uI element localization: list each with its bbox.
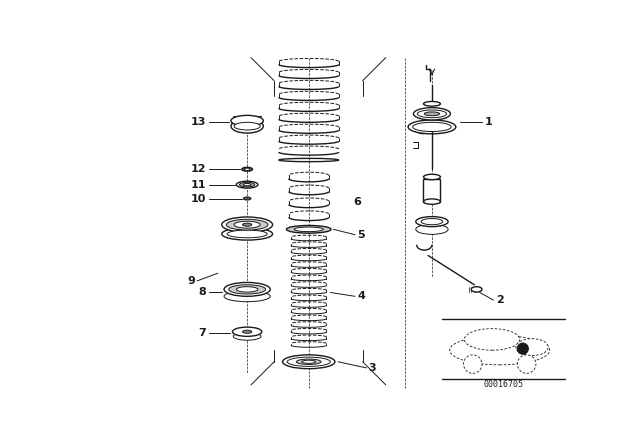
Ellipse shape	[227, 220, 268, 230]
Text: 1: 1	[484, 116, 492, 126]
Ellipse shape	[424, 112, 440, 116]
Ellipse shape	[287, 225, 331, 233]
Ellipse shape	[232, 327, 262, 336]
Ellipse shape	[279, 159, 339, 162]
Ellipse shape	[450, 336, 550, 365]
Ellipse shape	[231, 119, 263, 133]
Text: 8: 8	[198, 288, 206, 297]
Ellipse shape	[287, 357, 330, 366]
Text: 9: 9	[187, 276, 195, 286]
Ellipse shape	[424, 102, 440, 106]
Ellipse shape	[243, 184, 251, 186]
Ellipse shape	[416, 217, 448, 227]
Ellipse shape	[221, 228, 273, 240]
Ellipse shape	[413, 122, 451, 132]
Ellipse shape	[239, 182, 255, 187]
Bar	[424, 178, 440, 202]
Text: 5: 5	[357, 230, 365, 240]
Ellipse shape	[464, 329, 520, 350]
Text: 00016705: 00016705	[484, 379, 524, 388]
Ellipse shape	[224, 282, 270, 296]
Text: 6: 6	[353, 197, 362, 207]
Text: 3: 3	[369, 363, 376, 373]
Text: 4: 4	[357, 291, 365, 302]
Ellipse shape	[421, 219, 443, 225]
Ellipse shape	[221, 217, 273, 233]
Ellipse shape	[413, 108, 451, 120]
Ellipse shape	[242, 168, 253, 171]
Circle shape	[517, 355, 536, 373]
Ellipse shape	[516, 339, 548, 356]
Ellipse shape	[283, 355, 335, 369]
Ellipse shape	[244, 168, 250, 170]
Ellipse shape	[416, 224, 448, 234]
Circle shape	[517, 343, 528, 354]
Ellipse shape	[234, 122, 260, 130]
Ellipse shape	[296, 359, 321, 365]
Ellipse shape	[231, 116, 263, 126]
Text: 7: 7	[198, 328, 206, 338]
Ellipse shape	[243, 223, 252, 226]
Ellipse shape	[228, 285, 266, 294]
Text: 11: 11	[191, 180, 206, 190]
Ellipse shape	[243, 197, 251, 200]
Ellipse shape	[224, 291, 270, 302]
Ellipse shape	[424, 174, 440, 180]
Text: 10: 10	[191, 194, 206, 203]
Ellipse shape	[302, 360, 316, 363]
Ellipse shape	[294, 227, 323, 232]
Ellipse shape	[236, 181, 258, 188]
Ellipse shape	[424, 199, 440, 204]
Ellipse shape	[234, 332, 261, 340]
Text: 12: 12	[191, 164, 206, 174]
Ellipse shape	[227, 230, 267, 238]
Circle shape	[463, 355, 482, 373]
Ellipse shape	[408, 120, 456, 134]
Ellipse shape	[234, 221, 260, 228]
Ellipse shape	[236, 287, 258, 292]
Text: 13: 13	[191, 116, 206, 126]
Text: 2: 2	[496, 295, 504, 305]
Ellipse shape	[417, 110, 447, 118]
Ellipse shape	[243, 330, 252, 333]
Ellipse shape	[471, 287, 482, 292]
